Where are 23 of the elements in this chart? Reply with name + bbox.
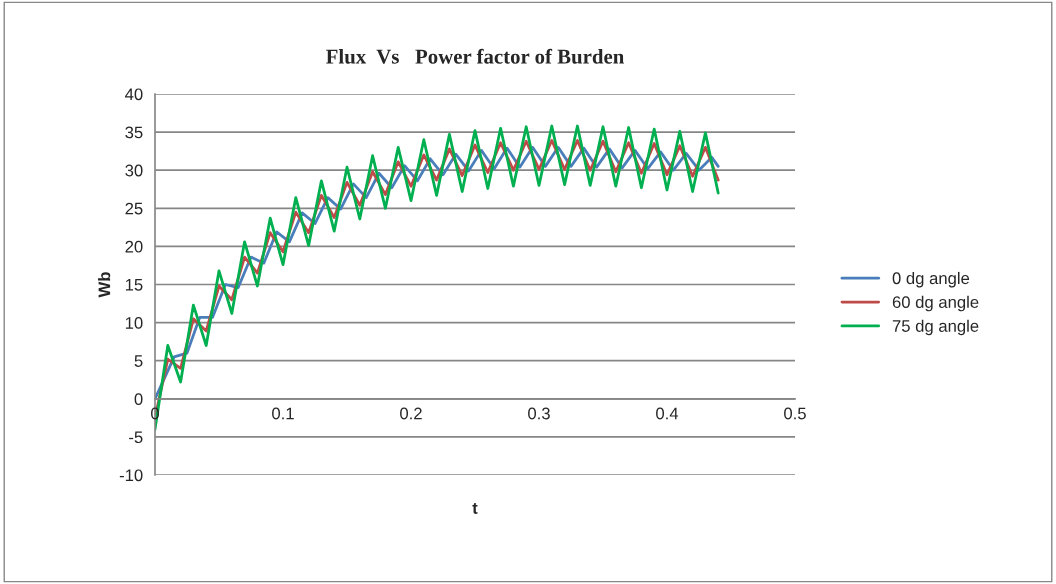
x-tick-label: 0.3 (528, 407, 550, 420)
y-tick-label: 0 (134, 393, 143, 405)
y-tick-label: -10 (119, 469, 143, 482)
x-tick-label: 0.2 (400, 407, 422, 420)
legend-label: 75 dg angle (892, 319, 979, 336)
y-tick-label: 40 (125, 88, 143, 101)
y-tick-label: -5 (129, 431, 143, 444)
legend-label: 60 dg angle (892, 295, 979, 312)
chart-title: Flux Vs Power factor of Burden (326, 48, 624, 64)
y-tick-label: 30 (125, 164, 143, 177)
y-tick-label: 20 (125, 240, 143, 253)
x-axis-title: t (472, 502, 478, 514)
y-axis-title: Wb (98, 272, 111, 298)
x-tick-label: 0.5 (784, 407, 806, 420)
y-tick-label: 35 (125, 126, 143, 139)
y-tick-label: 5 (134, 355, 143, 367)
y-tick-label: 15 (125, 279, 143, 291)
x-tick-label: 0.4 (656, 407, 679, 420)
x-tick-label: 0.1 (272, 407, 294, 420)
x-tick-label: 0 (151, 407, 159, 420)
y-tick-label: 10 (125, 317, 143, 329)
legend-label: 0 dg angle (892, 271, 970, 288)
y-tick-label: 25 (125, 202, 143, 215)
